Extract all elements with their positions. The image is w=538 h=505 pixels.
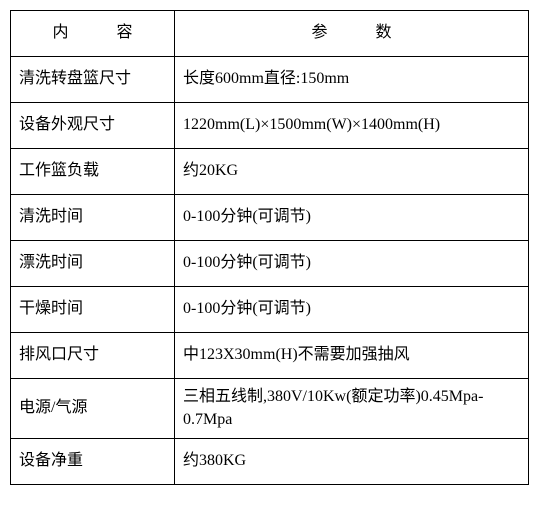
header-row: 内容 参数 (11, 11, 529, 57)
cell-item: 排风口尺寸 (11, 333, 175, 379)
cell-param: 1220mm(L)×1500mm(W)×1400mm(H) (175, 103, 529, 149)
cell-param: 0-100分钟(可调节) (175, 287, 529, 333)
cell-item: 设备外观尺寸 (11, 103, 175, 149)
cell-param: 长度600mm直径:150mm (175, 57, 529, 103)
cell-item: 清洗时间 (11, 195, 175, 241)
header-param: 参数 (175, 11, 529, 57)
cell-param: 约380KG (175, 439, 529, 485)
table-row: 干燥时间0-100分钟(可调节) (11, 287, 529, 333)
cell-item: 干燥时间 (11, 287, 175, 333)
header-item-char1: 内 (52, 24, 68, 41)
table-row: 工作篮负载约20KG (11, 149, 529, 195)
cell-item: 清洗转盘篮尺寸 (11, 57, 175, 103)
table-row: 电源/气源三相五线制,380V/10Kw(额定功率)0.45Mpa-0.7Mpa (11, 379, 529, 439)
cell-param: 中123X30mm(H)不需要加强抽风 (175, 333, 529, 379)
table-body: 清洗转盘篮尺寸长度600mm直径:150mm设备外观尺寸1220mm(L)×15… (11, 57, 529, 485)
cell-param: 0-100分钟(可调节) (175, 195, 529, 241)
header-param-char2: 数 (376, 24, 392, 41)
table-row: 清洗时间0-100分钟(可调节) (11, 195, 529, 241)
cell-item: 设备净重 (11, 439, 175, 485)
table-row: 设备净重约380KG (11, 439, 529, 485)
table-row: 排风口尺寸中123X30mm(H)不需要加强抽风 (11, 333, 529, 379)
cell-item: 电源/气源 (11, 379, 175, 439)
spec-table: 内容 参数 清洗转盘篮尺寸长度600mm直径:150mm设备外观尺寸1220mm… (10, 10, 529, 485)
table-row: 清洗转盘篮尺寸长度600mm直径:150mm (11, 57, 529, 103)
header-item: 内容 (11, 11, 175, 57)
table-row: 漂洗时间0-100分钟(可调节) (11, 241, 529, 287)
header-item-char2: 容 (117, 24, 133, 41)
header-param-char1: 参 (311, 24, 327, 41)
cell-item: 工作篮负载 (11, 149, 175, 195)
cell-param: 0-100分钟(可调节) (175, 241, 529, 287)
table-row: 设备外观尺寸1220mm(L)×1500mm(W)×1400mm(H) (11, 103, 529, 149)
cell-param: 约20KG (175, 149, 529, 195)
cell-param: 三相五线制,380V/10Kw(额定功率)0.45Mpa-0.7Mpa (175, 379, 529, 439)
cell-item: 漂洗时间 (11, 241, 175, 287)
